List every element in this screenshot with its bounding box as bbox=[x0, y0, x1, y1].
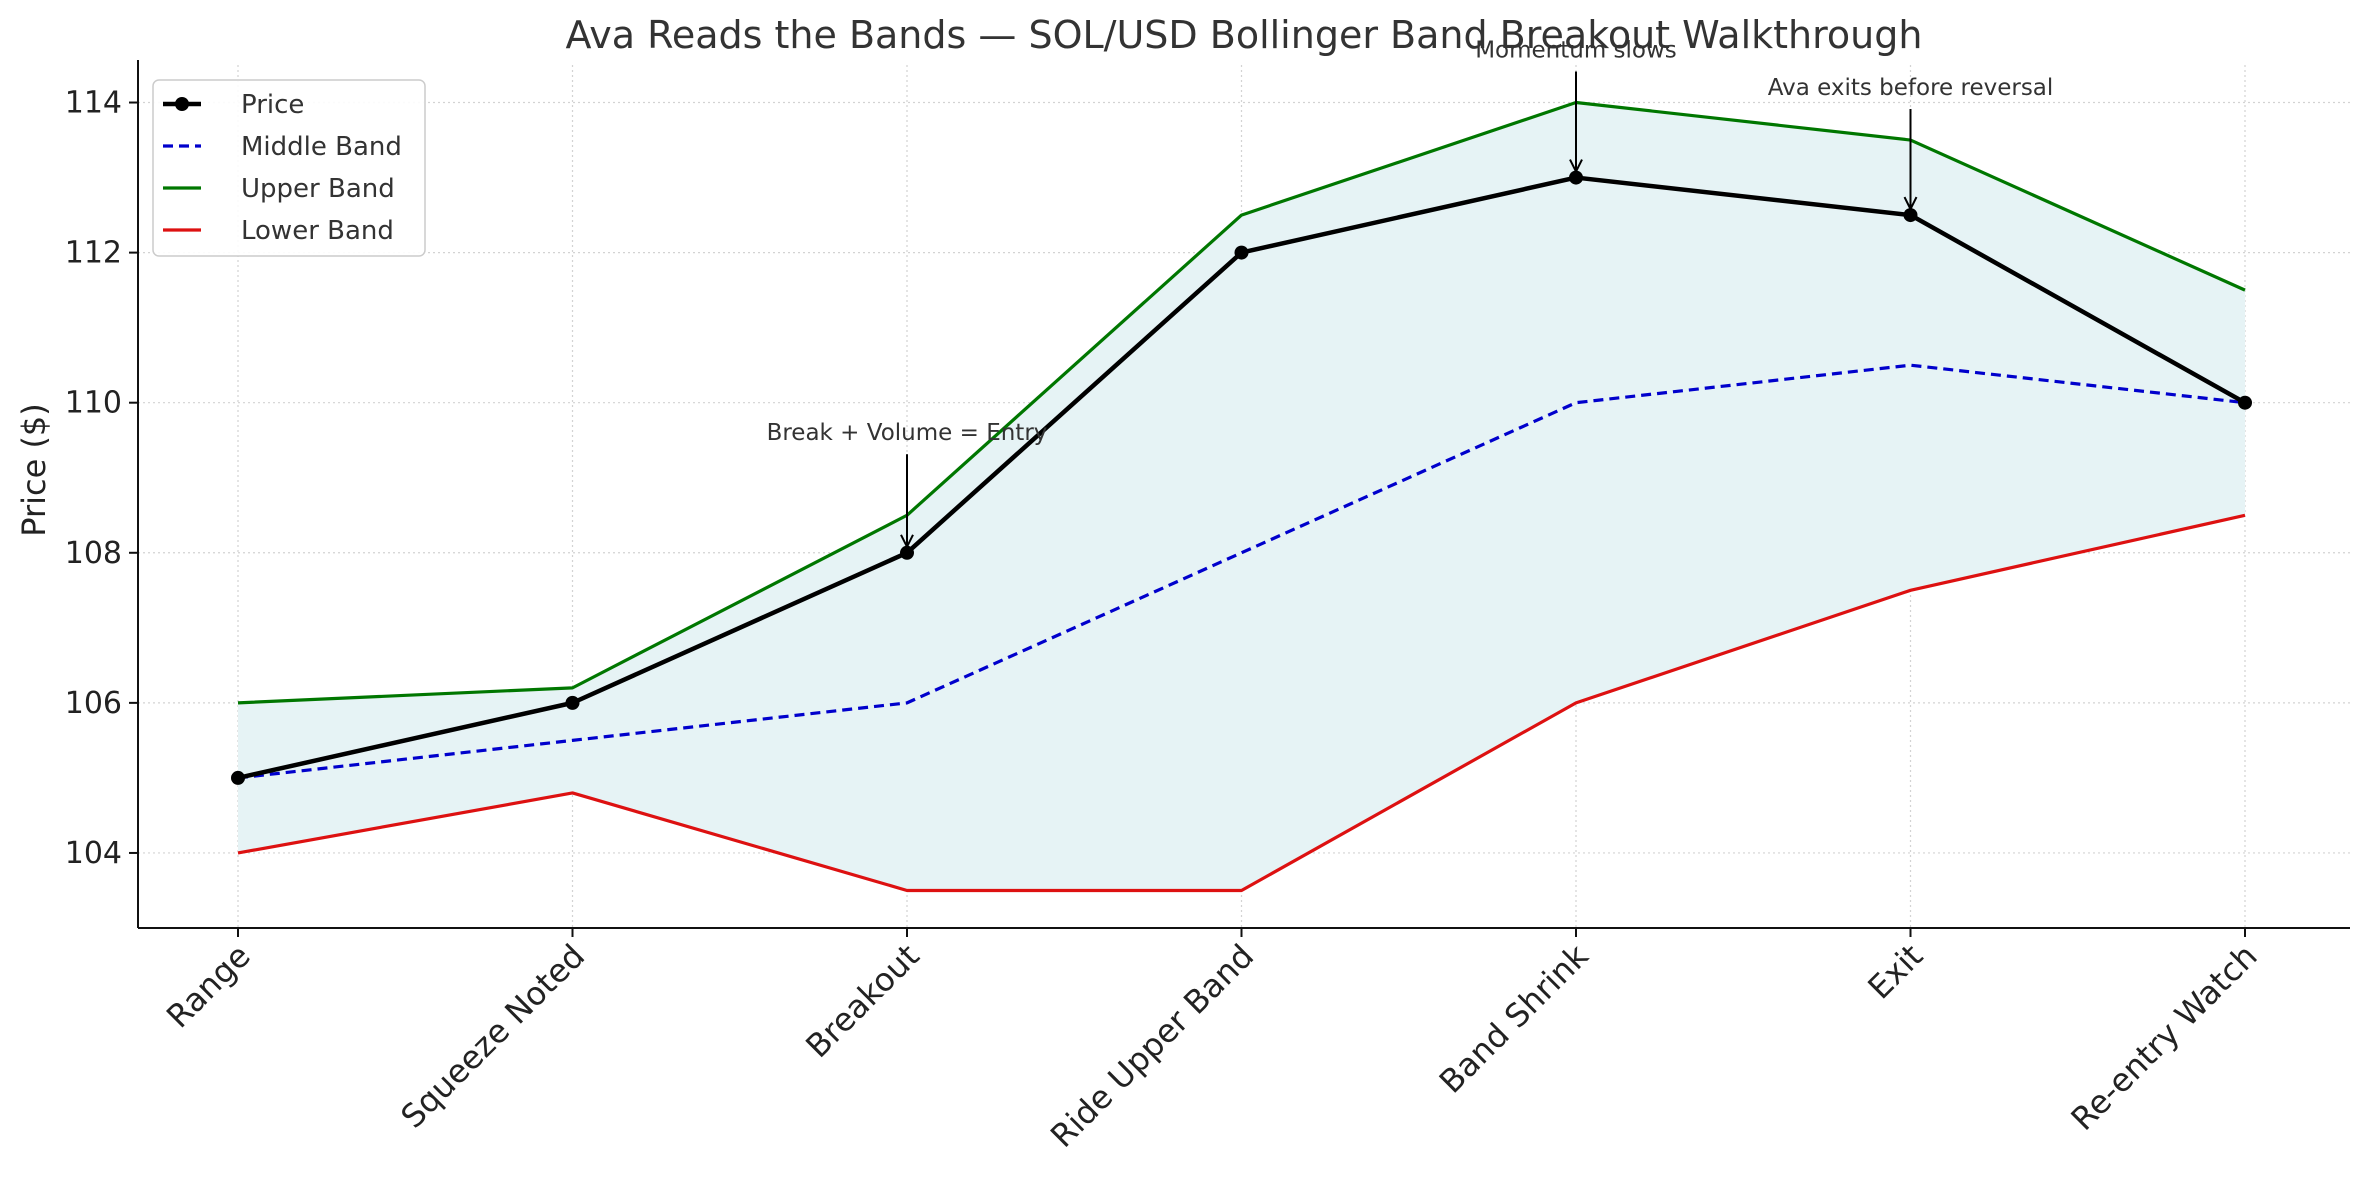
x-tick-label: Re-entry Watch bbox=[2064, 937, 2265, 1138]
legend: Price Middle Band Upper Band Lower Band bbox=[152, 79, 426, 257]
legend-label-upper-band: Upper Band bbox=[241, 174, 395, 204]
x-tick-label: Breakout bbox=[798, 937, 926, 1065]
x-tick-label: Squeeze Noted bbox=[393, 937, 592, 1136]
data-point-price bbox=[1234, 245, 1249, 260]
series-line-middle-band bbox=[237, 363, 2246, 780]
band-fill-area bbox=[238, 102, 2245, 891]
x-tick-label: Exit bbox=[1860, 937, 1930, 1007]
annotation-text: Break + Volume = Entry bbox=[767, 420, 1048, 446]
band-fill-layer bbox=[238, 102, 2245, 891]
data-point-price bbox=[1903, 208, 1918, 223]
y-tick-label: 108 bbox=[65, 536, 122, 571]
x-tick-label: Band Shrink bbox=[1432, 936, 1596, 1100]
x-tick-label: Range bbox=[159, 937, 258, 1036]
series-line-lower-band bbox=[237, 513, 2246, 893]
data-point-price bbox=[231, 770, 245, 785]
annotation-arrowhead bbox=[1903, 196, 1918, 212]
legend-label-price: Price bbox=[241, 90, 304, 120]
legend-label-lower-band: Lower Band bbox=[241, 216, 394, 246]
annotation-arrowhead bbox=[1569, 159, 1583, 174]
y-tick-label: 104 bbox=[65, 836, 122, 871]
annotation-text: Ava exits before reversal bbox=[1768, 75, 2054, 101]
y-axis-label: Price ($) bbox=[15, 403, 53, 537]
data-point-price bbox=[1569, 170, 1583, 185]
x-tick-label: Ride Upper Band bbox=[1043, 937, 1261, 1155]
annotation-layer: Break + Volume = Entry Momentum slows Ava … bbox=[767, 37, 2054, 550]
legend-label-middle-band: Middle Band bbox=[241, 132, 402, 162]
data-point-price bbox=[565, 695, 580, 710]
data-point-price bbox=[2238, 395, 2252, 410]
legend-box bbox=[152, 79, 426, 257]
y-tick-label: 106 bbox=[65, 686, 122, 721]
annotation-text: Momentum slows bbox=[1475, 37, 1677, 63]
data-point-price bbox=[900, 545, 914, 560]
y-tick-label: 114 bbox=[65, 86, 122, 121]
chart-title: Ava Reads the Bands — SOL/USD Bollinger … bbox=[566, 13, 1923, 57]
y-tick-label: 112 bbox=[65, 236, 122, 271]
legend-marker-price bbox=[175, 97, 189, 111]
annotation-arrowhead bbox=[900, 534, 914, 550]
y-tick-label: 110 bbox=[65, 386, 122, 421]
